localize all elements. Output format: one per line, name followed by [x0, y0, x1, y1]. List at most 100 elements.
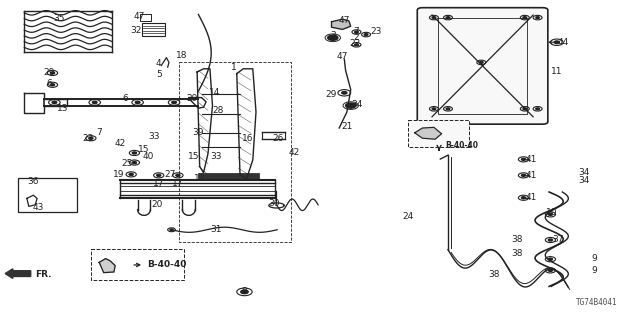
Text: 14: 14 [209, 88, 220, 97]
Text: 19: 19 [113, 170, 124, 179]
Text: 7: 7 [353, 27, 358, 36]
Circle shape [241, 290, 248, 293]
Text: 12: 12 [194, 174, 205, 183]
Text: 6: 6 [123, 94, 128, 103]
Circle shape [536, 108, 540, 110]
Text: 41: 41 [525, 155, 537, 164]
Polygon shape [415, 127, 442, 139]
Text: 29: 29 [326, 90, 337, 99]
Text: 15: 15 [188, 152, 199, 161]
Bar [198, 173, 259, 179]
Bar [438, 18, 527, 114]
Text: 43: 43 [33, 203, 44, 212]
Circle shape [432, 108, 436, 110]
Circle shape [135, 101, 140, 104]
Text: 2: 2 [353, 33, 358, 42]
Text: 31: 31 [211, 225, 222, 234]
Circle shape [536, 17, 540, 19]
Bar [140, 14, 151, 21]
Circle shape [132, 162, 136, 164]
Text: 7: 7 [97, 128, 102, 137]
Polygon shape [197, 69, 212, 173]
Circle shape [170, 229, 173, 230]
Circle shape [548, 258, 552, 260]
Circle shape [523, 108, 527, 110]
Text: 22: 22 [349, 39, 360, 48]
Text: 15: 15 [138, 145, 150, 154]
Text: 26: 26 [272, 134, 284, 143]
Text: 41: 41 [525, 171, 537, 180]
Circle shape [328, 35, 338, 40]
Circle shape [355, 31, 358, 33]
Text: 25: 25 [121, 159, 132, 168]
Text: 38: 38 [488, 270, 500, 279]
Text: 20: 20 [152, 200, 163, 209]
Text: 38: 38 [511, 235, 523, 244]
Text: 44: 44 [557, 38, 569, 47]
Circle shape [432, 17, 436, 19]
Text: 4: 4 [156, 59, 161, 68]
Circle shape [157, 174, 161, 176]
Text: 30: 30 [268, 199, 280, 208]
Circle shape [554, 41, 559, 44]
Polygon shape [99, 259, 115, 273]
Polygon shape [237, 69, 256, 179]
Text: 33: 33 [148, 132, 160, 141]
Text: 38: 38 [511, 249, 523, 258]
Text: 22: 22 [82, 134, 93, 143]
Text: 36: 36 [28, 177, 39, 186]
Text: 37: 37 [552, 235, 564, 244]
Text: 29: 29 [44, 68, 55, 77]
Text: 24: 24 [403, 212, 414, 220]
Circle shape [522, 174, 525, 176]
Text: 28: 28 [212, 106, 224, 115]
Circle shape [89, 137, 93, 139]
Text: 6: 6 [47, 79, 52, 88]
Circle shape [346, 103, 356, 108]
Bar [91, 249, 184, 280]
Text: 32: 32 [131, 26, 142, 35]
Circle shape [51, 72, 54, 74]
Text: 41: 41 [525, 193, 537, 202]
Circle shape [132, 152, 136, 154]
Text: 33: 33 [211, 152, 222, 161]
Text: 47: 47 [339, 16, 350, 25]
Circle shape [446, 17, 450, 19]
Circle shape [548, 239, 552, 241]
Text: 42: 42 [289, 148, 300, 156]
Circle shape [52, 101, 57, 104]
Text: 18: 18 [176, 51, 188, 60]
Circle shape [51, 84, 54, 86]
Text: 21: 21 [341, 122, 353, 131]
Text: 23: 23 [371, 27, 382, 36]
Circle shape [355, 44, 358, 46]
Text: 8: 8 [242, 287, 247, 296]
Circle shape [548, 213, 552, 215]
Text: 9: 9 [591, 266, 596, 275]
Bar [142, 23, 165, 36]
Text: 1: 1 [231, 63, 236, 72]
Bar [18, 178, 77, 212]
Text: 40: 40 [143, 152, 154, 161]
Text: 5: 5 [156, 70, 161, 79]
Text: 39: 39 [193, 128, 204, 137]
Circle shape [548, 269, 552, 271]
Circle shape [479, 61, 483, 63]
Text: 17: 17 [153, 179, 164, 188]
Text: 10: 10 [546, 208, 557, 217]
Text: 11: 11 [551, 67, 563, 76]
Circle shape [522, 197, 525, 199]
Text: 34: 34 [578, 168, 589, 177]
Text: 47: 47 [336, 52, 348, 61]
Text: FR.: FR. [35, 270, 52, 279]
Circle shape [364, 34, 368, 36]
Polygon shape [332, 19, 351, 29]
Circle shape [523, 17, 527, 19]
Text: 9: 9 [591, 254, 596, 263]
Circle shape [446, 108, 450, 110]
Bar [408, 120, 469, 147]
Text: 34: 34 [578, 176, 589, 185]
Circle shape [342, 92, 347, 94]
FancyBboxPatch shape [417, 8, 548, 124]
Text: 16: 16 [242, 134, 253, 143]
